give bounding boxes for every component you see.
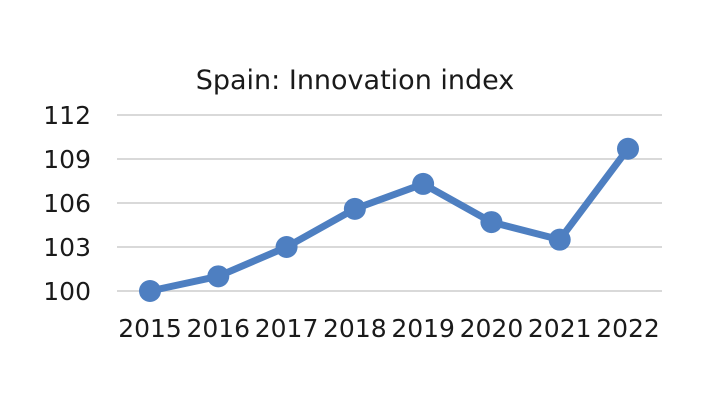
y-tick-label: 109 [43,145,91,174]
x-tick-label: 2015 [118,314,182,343]
series-line [146,145,632,295]
x-tick-label: 2020 [460,314,524,343]
gridlines [117,114,662,292]
data-point-2019 [412,172,435,195]
data-point-2018 [343,197,366,220]
data-point-2021 [548,228,571,251]
x-tick-label: 2022 [596,314,660,343]
y-axis: 100 103 106 109 112 [43,101,91,306]
data-point-2017 [275,236,298,258]
x-axis: 2015 2016 2017 2018 2019 2020 2021 2022 [118,314,660,343]
x-tick-label: 2017 [255,314,319,343]
x-tick-label: 2019 [391,314,455,343]
x-tick-label: 2018 [323,314,387,343]
data-point-2022 [617,137,639,160]
y-tick-label: 112 [43,101,91,130]
y-tick-label: 106 [43,189,91,218]
x-tick-label: 2021 [528,314,592,343]
x-tick-label: 2016 [186,314,250,343]
data-point-2016 [207,265,230,288]
data-point-2020 [480,211,503,234]
data-point-2015 [139,280,161,302]
chart-title: Spain: Innovation index [196,65,515,96]
y-tick-label: 103 [43,233,91,262]
series-group [139,137,639,302]
y-tick-label: 100 [43,277,91,306]
